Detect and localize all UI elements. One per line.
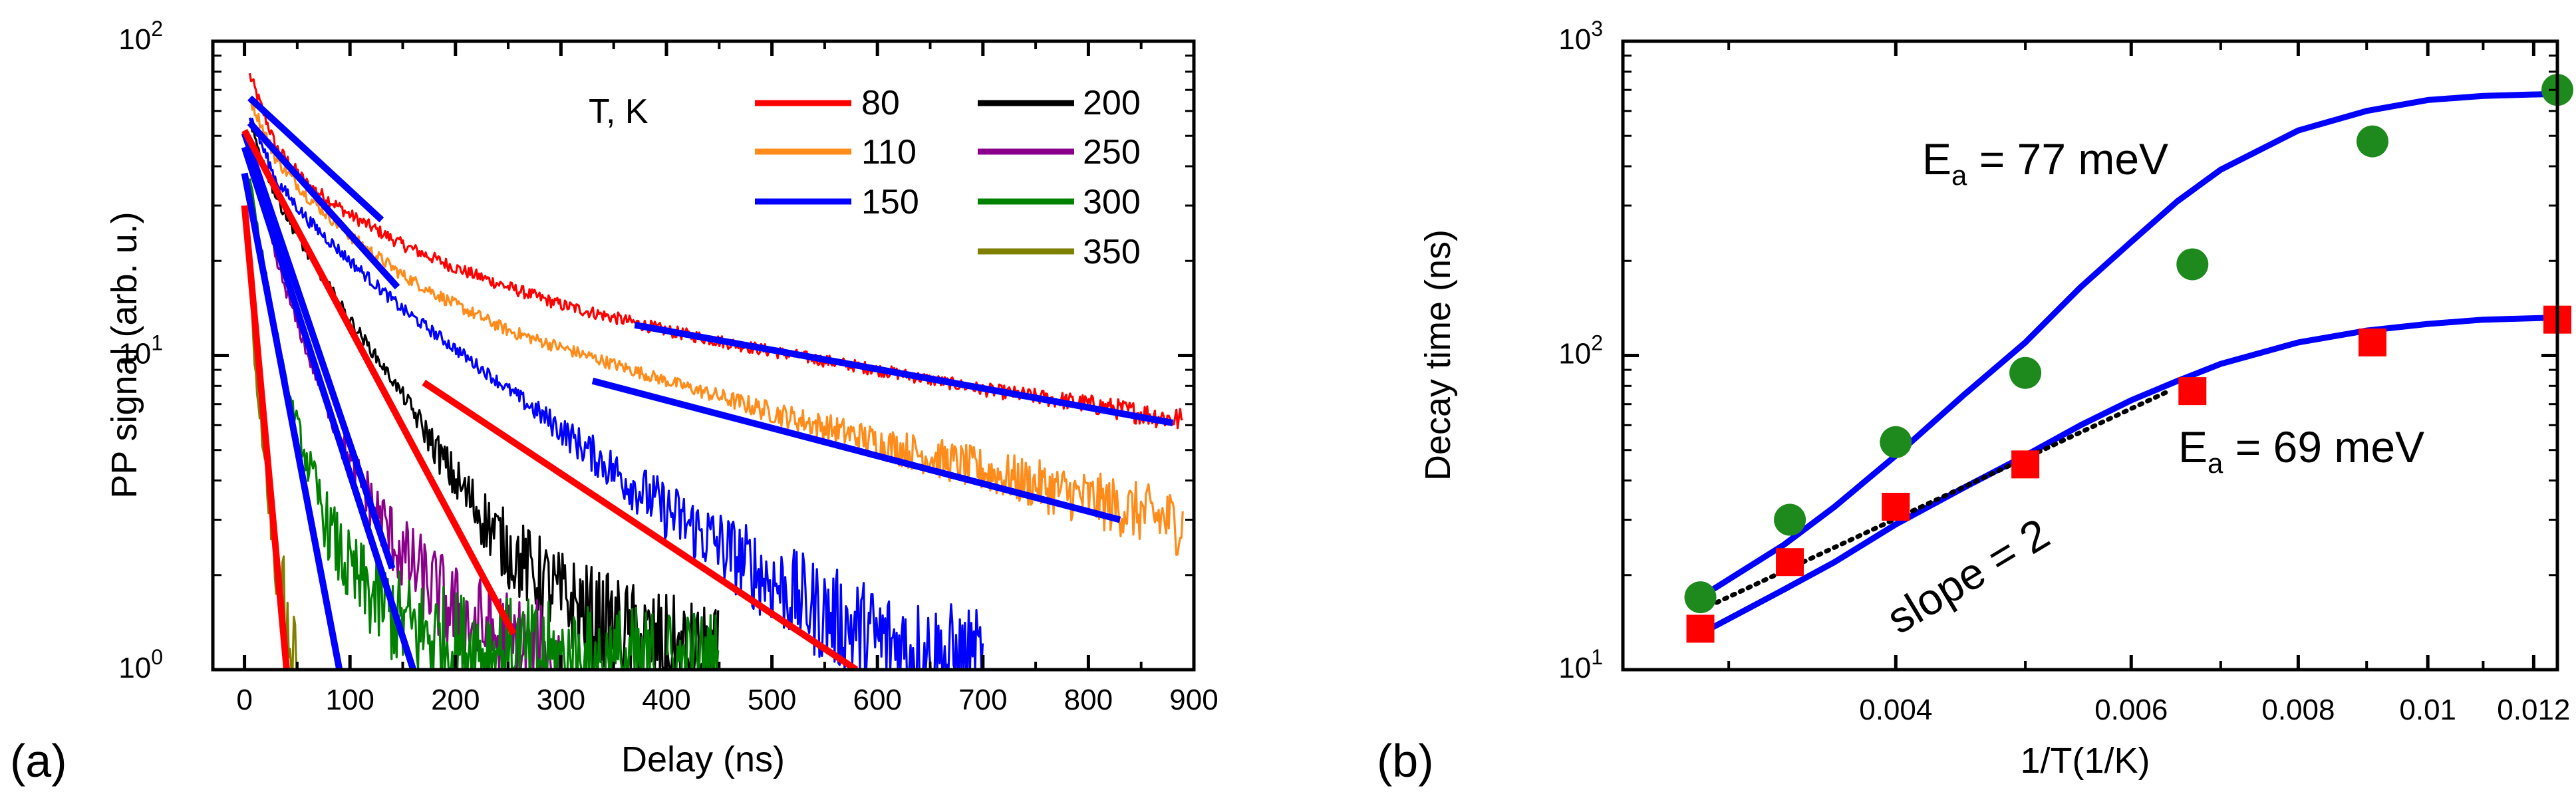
fit-line-0	[247, 95, 384, 223]
fit-line-3	[591, 377, 1121, 523]
panel-a-legend: T, K 80 110 150 200 250 300 350	[589, 84, 1141, 271]
data-point-square	[1686, 614, 1715, 643]
panel-b-y-axis-title: Decay time (ns)	[1418, 229, 1458, 481]
data-point-circle	[1684, 581, 1717, 614]
panel-a-fit-lines	[241, 95, 1174, 670]
x-tick-label: 0	[236, 684, 252, 716]
x-tick-label: 800	[1064, 684, 1113, 716]
panel-b-label: (b)	[1377, 735, 1434, 787]
panel-a-x-ticks: 0 100 200 300 400 500 600 700 800 900	[236, 41, 1218, 716]
x-tick-label: 200	[431, 684, 480, 716]
annotation-slope: slope = 2	[1878, 509, 2057, 643]
legend-label-200: 200	[1083, 84, 1141, 122]
x-tick-label: 0.012	[2497, 694, 2570, 726]
fit-line-6	[241, 172, 343, 670]
fit-curve-1	[1699, 315, 2557, 637]
data-point-square	[1882, 493, 1910, 521]
panel-b-y-ticks: 101 102 103	[1558, 17, 2557, 684]
fit-line-7	[422, 380, 859, 670]
data-point-circle	[2176, 248, 2209, 281]
x-tick-label: 600	[853, 684, 901, 716]
x-tick-label: 700	[958, 684, 1007, 716]
fit-line-5	[241, 146, 417, 670]
panel-a-y-axis-title: PP signal (arb. u.)	[104, 211, 144, 498]
panel-a: 0 100 200 300 400 500 600 700 800 900 100 101 102 D…	[10, 17, 1218, 787]
data-point-square	[2011, 450, 2040, 479]
data-point-circle	[2357, 125, 2389, 158]
panel-b: 0.004 0.006 0.008 0.01 0.012 101 102 103 1/T(1…	[1377, 17, 2573, 787]
legend-label-250: 250	[1083, 133, 1141, 172]
y-tick-label: 101	[1558, 645, 1603, 684]
panel-a-label: (a)	[10, 735, 67, 787]
x-tick-label: 900	[1169, 684, 1218, 716]
data-point-square	[2178, 377, 2207, 406]
annotation-ea-69: Ea = 69 meV	[2178, 422, 2424, 479]
fit-line-9	[241, 205, 291, 670]
x-tick-label: 0.01	[2399, 694, 2456, 726]
legend-label-80: 80	[861, 84, 900, 122]
data-point-square	[1776, 548, 1804, 577]
fit-curve-0	[1699, 90, 2557, 600]
fit-line-1	[247, 120, 400, 290]
fit-line-8	[241, 128, 517, 636]
data-point-square	[2359, 328, 2387, 356]
x-tick-label: 0.006	[2094, 694, 2168, 726]
data-point-circle	[1880, 426, 1912, 458]
x-tick-label: 300	[537, 684, 585, 716]
annotation-ea-77: Ea = 77 meV	[1922, 134, 2168, 191]
legend-title: T, K	[589, 92, 648, 131]
legend-label-110: 110	[861, 133, 917, 172]
panel-b-points	[1684, 74, 2573, 643]
x-tick-label: 0.004	[1859, 694, 1932, 726]
x-tick-label: 100	[325, 684, 374, 716]
data-point-circle	[2009, 356, 2042, 389]
panel-b-fit-curves	[1699, 90, 2557, 637]
x-tick-label: 0.008	[2261, 694, 2335, 726]
y-tick-label: 100	[118, 645, 163, 684]
panel-a-y-ticks: 100 101 102	[118, 17, 1194, 684]
x-tick-label: 400	[642, 684, 690, 716]
fit-line-2	[634, 321, 1174, 426]
panel-b-x-ticks: 0.004 0.006 0.008 0.01 0.012	[1727, 41, 2570, 726]
data-point-circle	[1774, 503, 1806, 536]
y-tick-label: 102	[1558, 331, 1603, 370]
series-110K-trace	[249, 99, 1184, 556]
panel-a-x-axis-title: Delay (ns)	[621, 740, 785, 779]
series-150K-trace	[248, 117, 984, 670]
legend-label-350: 350	[1083, 233, 1141, 271]
y-tick-label: 101	[118, 331, 163, 370]
fit-line-4	[241, 132, 396, 570]
panel-b-x-axis-title: 1/T(1/K)	[2020, 741, 2150, 781]
y-tick-label: 103	[1558, 17, 1603, 56]
y-tick-label: 102	[118, 17, 163, 56]
x-tick-label: 500	[748, 684, 796, 716]
legend-label-300: 300	[1083, 183, 1141, 221]
legend-label-150: 150	[861, 183, 919, 221]
